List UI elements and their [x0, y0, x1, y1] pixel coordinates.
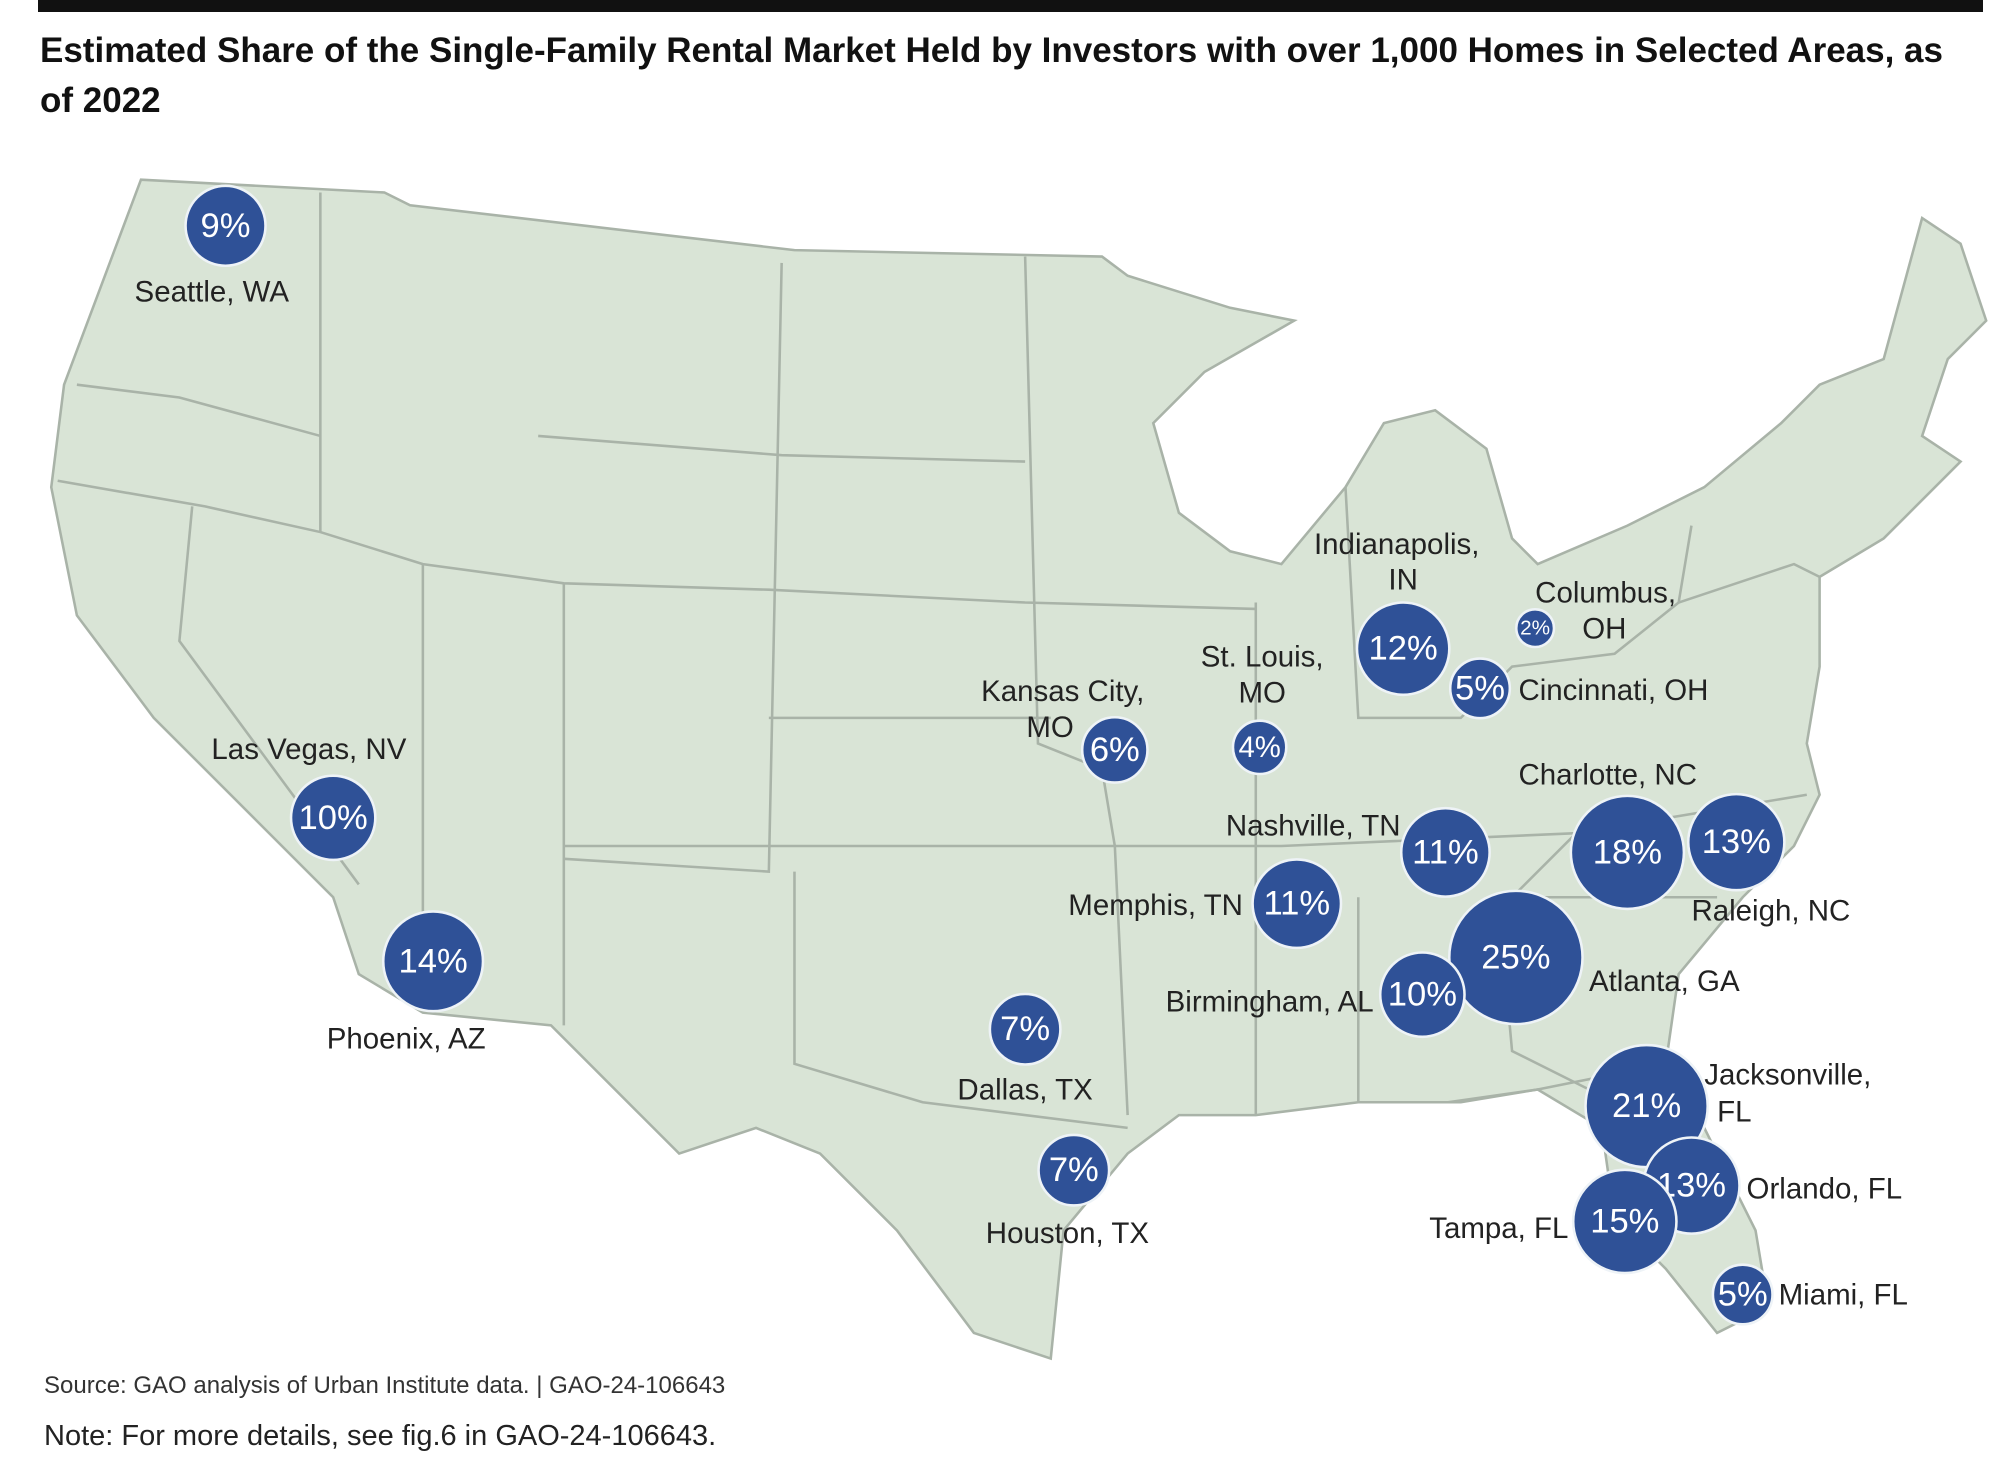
city-label-jacksonville-fl: Jacksonville,: [1704, 1058, 1871, 1091]
city-label-orlando-fl: Orlando, FL: [1747, 1172, 1903, 1205]
city-label-indianapolis-in: IN: [1388, 564, 1417, 597]
footnote: Note: For more details, see fig.6 in GAO…: [44, 1420, 717, 1452]
city-label-las-vegas-nv: Las Vegas, NV: [211, 733, 406, 766]
bubble-raleigh-nc: [1686, 792, 1786, 892]
map-title: Estimated Share of the Single-Family Ren…: [40, 31, 1943, 120]
bubble-columbus-oh: [1515, 608, 1556, 649]
city-label-dallas-tx: Dallas, TX: [957, 1074, 1093, 1107]
city-label-phoenix-az: Phoenix, AZ: [327, 1022, 486, 1055]
bubble-st-louis-mo: [1231, 719, 1288, 776]
city-label-columbus-oh: OH: [1582, 612, 1626, 645]
bubble-charlotte-nc: [1569, 794, 1686, 911]
value-label-seattle-wa: 9%: [201, 207, 251, 245]
bubble-cincinnati-oh: [1448, 657, 1512, 720]
value-label-memphis-tn: 11%: [1263, 885, 1330, 923]
city-label-nashville-tn: Nashville, TN: [1226, 810, 1401, 843]
city-label-tampa-fl: Tampa, FL: [1429, 1212, 1568, 1245]
bubble-seattle-wa: [184, 184, 267, 268]
value-label-atlanta-ga: 25%: [1481, 938, 1550, 976]
bubble-atlanta-ga: [1447, 889, 1584, 1026]
bubble-dallas-tx: [988, 992, 1062, 1066]
value-label-las-vegas-nv: 10%: [299, 799, 368, 837]
city-label-st-louis-mo: MO: [1238, 676, 1285, 709]
top-rule: [38, 0, 1983, 12]
value-label-st-louis-mo: 4%: [1238, 731, 1280, 764]
city-label-st-louis-mo: St. Louis,: [1201, 641, 1324, 674]
city-label-houston-tx: Houston, TX: [986, 1217, 1150, 1250]
bubble-indianapolis-in: [1355, 601, 1451, 697]
value-label-nashville-tn: 11%: [1412, 833, 1479, 871]
city-label-jacksonville-fl: FL: [1717, 1096, 1751, 1129]
city-label-charlotte-nc: Charlotte, NC: [1518, 758, 1697, 791]
bubble-phoenix-az: [381, 910, 485, 1013]
source-note: Source: GAO analysis of Urban Institute …: [44, 1372, 726, 1399]
bubble-memphis-tn: [1251, 858, 1343, 950]
value-label-kansas-city-mo: 6%: [1090, 731, 1140, 769]
city-label-atlanta-ga: Atlanta, GA: [1589, 965, 1740, 998]
bubble-tampa-fl: [1571, 1168, 1678, 1275]
value-label-tampa-fl: 15%: [1590, 1202, 1659, 1240]
value-label-raleigh-nc: 13%: [1702, 823, 1771, 861]
bubble-kansas-city-mo: [1080, 715, 1149, 784]
value-label-indianapolis-in: 12%: [1369, 630, 1438, 668]
value-label-birmingham-al: 10%: [1388, 976, 1457, 1014]
value-label-miami-fl: 5%: [1718, 1275, 1768, 1313]
city-label-raleigh-nc: Raleigh, NC: [1691, 894, 1850, 927]
bubble-miami-fl: [1711, 1263, 1774, 1326]
us-outline: [49, 178, 1988, 1361]
city-label-birmingham-al: Birmingham, AL: [1166, 985, 1374, 1018]
value-label-columbus-oh: 2%: [1520, 617, 1550, 640]
bubble-nashville-tn: [1399, 806, 1491, 898]
city-label-memphis-tn: Memphis, TN: [1068, 889, 1243, 922]
bubble-birmingham-al: [1378, 951, 1466, 1039]
value-label-houston-tx: 7%: [1049, 1151, 1099, 1189]
value-label-dallas-tx: 7%: [1000, 1010, 1050, 1048]
city-label-kansas-city-mo: MO: [1026, 711, 1073, 744]
city-label-seattle-wa: Seattle, WA: [135, 275, 290, 308]
city-label-cincinnati-oh: Cincinnati, OH: [1518, 674, 1708, 707]
value-label-jacksonville-fl: 21%: [1612, 1087, 1681, 1125]
bubble-houston-tx: [1037, 1133, 1111, 1207]
city-label-columbus-oh: Columbus,: [1535, 577, 1676, 610]
value-label-phoenix-az: 14%: [399, 942, 468, 980]
value-label-charlotte-nc: 18%: [1593, 833, 1662, 871]
city-label-indianapolis-in: Indianapolis,: [1314, 528, 1479, 561]
bubble-las-vegas-nv: [289, 774, 377, 862]
city-label-miami-fl: Miami, FL: [1779, 1279, 1908, 1312]
value-label-cincinnati-oh: 5%: [1455, 669, 1505, 707]
city-label-kansas-city-mo: Kansas City,: [981, 675, 1144, 708]
